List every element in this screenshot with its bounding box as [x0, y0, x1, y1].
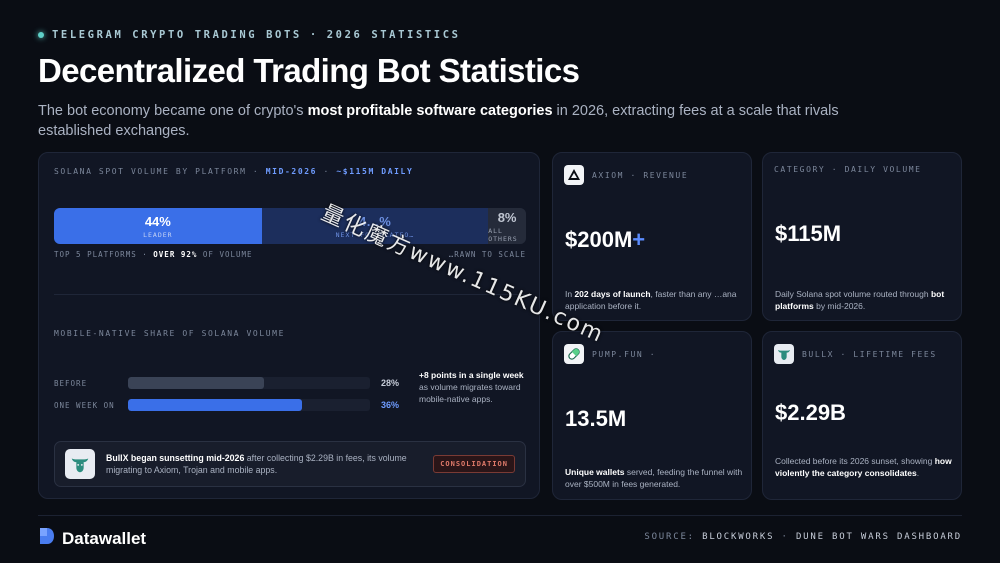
subtitle-pre: The bot economy became one of crypto's	[38, 103, 308, 119]
axiom-value-plus: +	[632, 227, 646, 252]
progress-week-track	[128, 399, 370, 411]
segment-other-pct: 8%	[497, 209, 517, 225]
card-category-value: $115M	[775, 221, 842, 246]
mobile-note: +8 points in a single week as volume mig…	[419, 369, 531, 405]
axiom-value-text: $200M	[565, 227, 633, 252]
card-axiom-revenue: AXIOM · REVENUE $200M+ In 202 days of la…	[552, 152, 752, 321]
bullx-desc-bold: how violently the category consolidates	[775, 456, 952, 478]
subtitle-post: in 2026, extracting fees at a scale that…	[38, 103, 839, 139]
volume-panel-label: SOLANA SPOT VOLUME BY PLATFORM · MID-202…	[54, 167, 413, 176]
source-sep: ·	[781, 532, 789, 542]
volume-panel: SOLANA SPOT VOLUME BY PLATFORM · MID-202…	[38, 152, 540, 499]
segment-next-sub: NEXT FO… PLATFO…	[335, 230, 415, 239]
bullx-callout: BullX began sunsetting mid-2026 after co…	[54, 441, 526, 487]
mobile-note-text: as volume migrates toward mobile-native …	[419, 382, 521, 404]
progress-week-label: ONE WEEK ON	[54, 400, 115, 410]
bullx-logo-icon	[774, 344, 794, 364]
panel-divider	[54, 294, 526, 295]
volume-label-c: ~$115M DAILY	[336, 167, 414, 176]
pump-desc-post: served, feeding the funnel with over $50…	[565, 467, 743, 489]
axiom-desc-pre: In	[565, 289, 575, 299]
segment-leader-pct: 44%	[144, 213, 171, 229]
card-axiom-desc: In 202 days of launch, faster than any ……	[565, 288, 743, 312]
eyebrow-right: 2026 STATISTICS	[326, 29, 461, 41]
volume-label-sep-2: ·	[323, 167, 330, 176]
progress-before-fill	[128, 377, 264, 389]
footer-divider	[38, 515, 962, 516]
card-axiom-head: AXIOM · REVENUE	[564, 165, 688, 185]
card-category-label: CATEGORY · DAILY VOLUME	[774, 165, 922, 174]
foot-left-bold: OVER 92%	[153, 250, 198, 259]
mobile-panel-label: MOBILE-NATIVE SHARE OF SOLANA VOLUME	[54, 329, 285, 338]
source-label: SOURCE:	[644, 532, 695, 542]
volume-stacked-bar: 44% LEADER 4…% NEXT FO… PLATFO… 8% ALL O…	[54, 208, 526, 244]
segment-all-others: 8% ALL OTHERS	[488, 208, 526, 244]
bullx-desc-post: .	[916, 468, 920, 478]
card-bullx-label: BULLX · LIFETIME FEES	[802, 349, 937, 359]
segment-next-four: 4…% NEXT FO… PLATFO…	[261, 208, 489, 244]
eyebrow: TELEGRAM CRYPTO TRADING BOTS · 2026 STAT…	[38, 29, 461, 41]
axiom-logo-icon	[564, 165, 584, 185]
callout-text: BullX began sunsetting mid-2026 after co…	[106, 452, 416, 477]
card-category-volume: CATEGORY · DAILY VOLUME $115M Daily Sola…	[762, 152, 962, 321]
source-line: SOURCE: BLOCKWORKS · DUNE BOT WARS DASHB…	[644, 532, 962, 542]
progress-before-track	[128, 377, 370, 389]
category-desc-pre: Daily Solana spot volume routed through	[775, 289, 931, 299]
source-a: BLOCKWORKS	[702, 532, 775, 542]
consolidation-badge: CONSOLIDATION	[433, 455, 515, 473]
pill-logo-icon	[564, 344, 584, 364]
segment-leader-sub: LEADER	[143, 230, 173, 239]
category-desc-bold: bot platforms	[775, 289, 945, 311]
subtitle-bold: most profitable software categories	[307, 103, 553, 119]
eyebrow-left: TELEGRAM CRYPTO TRADING BOTS	[52, 29, 302, 41]
card-category-desc: Daily Solana spot volume routed through …	[775, 288, 953, 312]
axiom-desc-post: , faster than any …ana application befor…	[565, 289, 737, 311]
callout-rest: after collecting $2.29B in fees, its vol…	[106, 452, 407, 476]
page-subtitle: The bot economy became one of crypto's m…	[38, 101, 878, 141]
card-axiom-label: AXIOM · REVENUE	[592, 170, 689, 180]
volume-label-a: SOLANA SPOT VOLUME BY PLATFORM	[54, 167, 247, 176]
card-pump-head: PUMP.FUN ·	[564, 344, 656, 364]
volume-label-b: MID-2026	[265, 167, 318, 176]
datawallet-logo-icon	[38, 526, 56, 551]
card-bullx-head: BULLX · LIFETIME FEES	[774, 344, 937, 364]
foot-left: TOP 5 PLATFORMS · OVER 92% OF VOLUME	[54, 250, 253, 259]
mobile-note-bold: +8 points in a single week	[419, 370, 524, 380]
foot-left-post: OF VOLUME	[197, 250, 253, 259]
card-category-head: CATEGORY · DAILY VOLUME	[774, 165, 922, 174]
card-pump-value: 13.5M	[565, 406, 627, 431]
bull-logo-icon	[65, 449, 95, 479]
axiom-desc-bold: 202 days of launch	[574, 289, 651, 299]
foot-left-pre: TOP 5 PLATFORMS ·	[54, 250, 154, 259]
foot-right: …RAWN TO SCALE	[448, 250, 526, 259]
card-bullx-value: $2.29B	[775, 400, 846, 425]
bullx-desc-pre: Collected before its 2026 sunset, showin…	[775, 456, 935, 466]
page-title: Decentralized Trading Bot Statistics	[38, 52, 580, 89]
status-dot-icon	[38, 32, 44, 38]
brand: Datawallet	[38, 526, 146, 551]
progress-before-value: 28%	[380, 378, 399, 388]
segment-next-pct: 4…%	[359, 213, 391, 229]
volume-bar-footnote: TOP 5 PLATFORMS · OVER 92% OF VOLUME …RA…	[54, 250, 526, 259]
card-bullx-desc: Collected before its 2026 sunset, showin…	[775, 455, 953, 479]
eyebrow-separator: ·	[309, 29, 319, 41]
card-pumpfun-wallets: PUMP.FUN · 13.5M Unique wallets served, …	[552, 331, 752, 500]
card-pump-label: PUMP.FUN ·	[592, 349, 657, 359]
progress-row-before: BEFORE 28%	[54, 377, 399, 389]
progress-row-week: ONE WEEK ON 36%	[54, 399, 399, 411]
source-b: DUNE BOT WARS DASHBOARD	[795, 532, 962, 542]
pump-desc-bold: Unique wallets	[565, 467, 625, 477]
progress-before-label: BEFORE	[54, 378, 88, 388]
volume-label-sep: ·	[252, 167, 260, 176]
card-bullx-fees: BULLX · LIFETIME FEES $2.29B Collected b…	[762, 331, 962, 500]
brand-name: Datawallet	[62, 528, 147, 548]
callout-bold: BullX began sunsetting mid-2026	[106, 452, 245, 463]
progress-week-value: 36%	[380, 400, 399, 410]
category-desc-post: by mid-2026.	[813, 301, 866, 311]
card-pump-desc: Unique wallets served, feeding the funne…	[565, 466, 743, 490]
progress-week-fill	[128, 399, 303, 411]
segment-other-sub: ALL OTHERS	[488, 226, 518, 243]
segment-leader: 44% LEADER	[54, 208, 262, 244]
card-axiom-value: $200M+	[565, 227, 645, 253]
